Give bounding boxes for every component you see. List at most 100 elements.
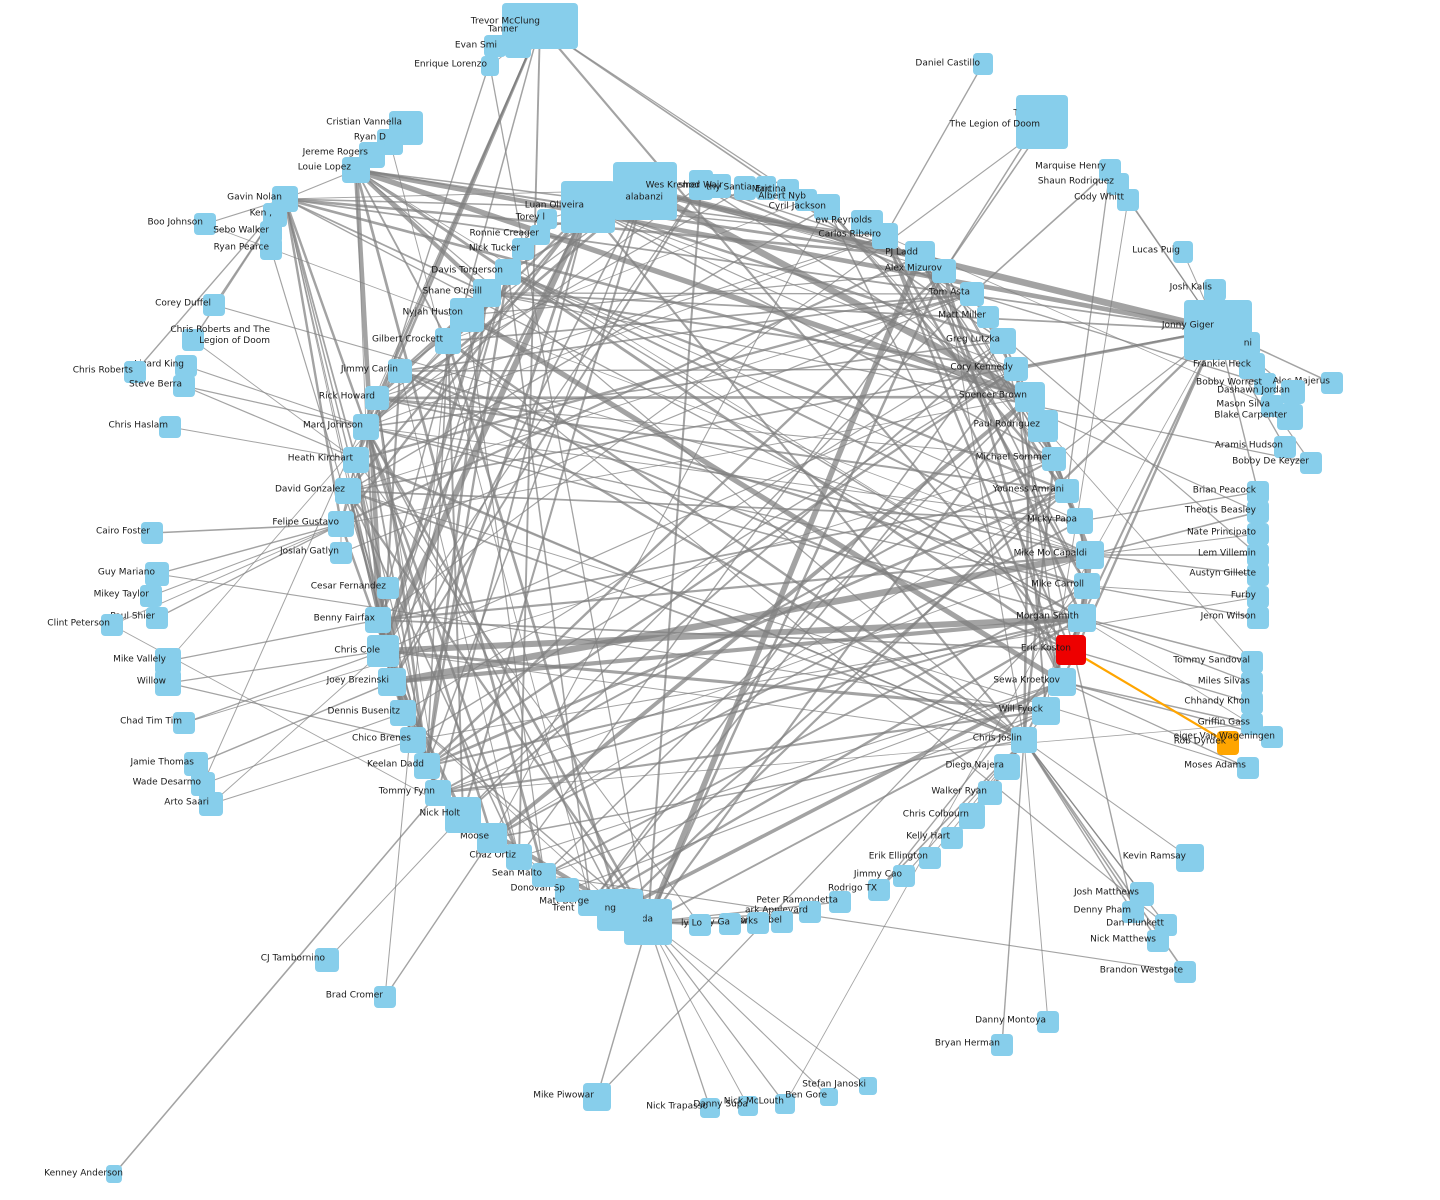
graph-node-bryan-herman[interactable] xyxy=(991,1034,1013,1056)
graph-node-bobby-worrest[interactable] xyxy=(1254,373,1276,395)
graph-node-felipe-gustavo[interactable] xyxy=(328,511,354,537)
graph-node-walker-ryan[interactable] xyxy=(978,781,1002,805)
graph-node-evan-smith[interactable] xyxy=(484,35,506,57)
graph-node-kevin-ramsay[interactable] xyxy=(1176,844,1204,872)
graph-node-morgan-smith[interactable] xyxy=(1068,604,1096,632)
graph-node-boo-johnson[interactable] xyxy=(194,213,216,235)
graph-node-nick-mclouth[interactable] xyxy=(775,1094,795,1114)
graph-node-pj-ladd[interactable] xyxy=(905,241,935,271)
graph-node-miles-silvas[interactable] xyxy=(1241,672,1263,694)
graph-node-brian-peacock[interactable] xyxy=(1247,481,1269,503)
graph-node-brad-cromer[interactable] xyxy=(374,986,396,1008)
graph-node-danny-supa[interactable] xyxy=(738,1096,758,1116)
graph-node-martina[interactable] xyxy=(777,179,799,201)
graph-node-legion-of-doom[interactable] xyxy=(1016,107,1068,149)
graph-node-ishod-wair[interactable] xyxy=(709,174,731,198)
graph-node-dashawn-jordan[interactable] xyxy=(1281,380,1305,404)
graph-node-chad-tim-tim[interactable] xyxy=(173,712,195,734)
graph-node-marc-johnson[interactable] xyxy=(353,414,379,440)
graph-node-chris-cole[interactable] xyxy=(367,635,399,667)
graph-node-chris-haslam[interactable] xyxy=(159,416,181,438)
graph-node-mike-vallely[interactable] xyxy=(155,648,181,674)
graph-node-mike-piwowar[interactable] xyxy=(583,1083,611,1111)
graph-node-luan-oliveira[interactable] xyxy=(561,181,615,233)
graph-node-matt-miller[interactable] xyxy=(977,306,999,328)
graph-node-furby[interactable] xyxy=(1247,586,1269,608)
graph-node-cj-tambornino[interactable] xyxy=(315,948,339,972)
graph-node-dennis-busenitz[interactable] xyxy=(390,700,416,726)
graph-node-steve-berra[interactable] xyxy=(173,375,195,397)
graph-node-chico-brenes[interactable] xyxy=(400,727,426,753)
graph-node-willow[interactable] xyxy=(155,670,181,696)
graph-node-tanner[interactable] xyxy=(505,34,531,58)
graph-node-david-gonzalez[interactable] xyxy=(335,478,361,504)
graph-node-mark-appleyard[interactable] xyxy=(799,901,821,923)
graph-node-heath-kirchart[interactable] xyxy=(343,447,369,473)
graph-node-paul-shier[interactable] xyxy=(146,607,168,629)
graph-node-ly-lopez[interactable] xyxy=(689,914,711,936)
graph-node-trent-mcclung[interactable] xyxy=(597,889,643,931)
graph-node-danny-garcia[interactable] xyxy=(719,913,741,935)
graph-node-amrani-b[interactable] xyxy=(1236,332,1260,356)
graph-node-arto-saari[interactable] xyxy=(199,792,223,816)
graph-node-bobby-de-keyzer[interactable] xyxy=(1300,452,1322,474)
graph-node-alec-majerus[interactable] xyxy=(1321,372,1343,394)
graph-node-gilbert-crockett[interactable] xyxy=(435,328,461,354)
graph-node-cyril-jackson[interactable] xyxy=(814,194,840,220)
graph-node-enrique-lorenzo[interactable] xyxy=(481,56,499,76)
graph-node-jimmy-cao[interactable] xyxy=(893,865,915,887)
graph-node-peter-ramondetta[interactable] xyxy=(829,891,851,913)
graph-node-rodrigo-tx[interactable] xyxy=(868,879,890,901)
graph-node-cesar-fernandez[interactable] xyxy=(377,577,399,599)
graph-node-mike-mo-capaldi[interactable] xyxy=(1076,541,1104,569)
graph-node-chaz-ortiz[interactable] xyxy=(506,844,532,870)
graph-node-erik-ellington[interactable] xyxy=(919,847,941,869)
graph-node-nick-trapasso[interactable] xyxy=(700,1098,720,1118)
graph-node-cory-kennedy[interactable] xyxy=(1004,357,1028,381)
graph-node-tom-asta[interactable] xyxy=(960,282,984,306)
graph-node-lizard-king[interactable] xyxy=(175,355,197,377)
graph-node-greg-lutzka[interactable] xyxy=(990,328,1016,354)
graph-node-moose[interactable] xyxy=(477,823,507,853)
graph-node-youness-amrani[interactable] xyxy=(1055,479,1079,503)
graph-node-rob-dyrdek[interactable] xyxy=(1217,731,1239,755)
graph-node-rick-howard[interactable] xyxy=(365,386,389,410)
graph-node-carlos-ribeiro[interactable] xyxy=(872,223,898,249)
graph-node-josiah-gatlyn[interactable] xyxy=(330,542,352,564)
graph-node-moses-adams[interactable] xyxy=(1237,757,1259,779)
graph-node-kenney-anderson[interactable] xyxy=(106,1165,122,1183)
graph-node-nick-matthews[interactable] xyxy=(1147,930,1169,952)
graph-node-will-fyock[interactable] xyxy=(1032,697,1060,725)
graph-node-nate-principato[interactable] xyxy=(1247,523,1269,545)
graph-node-brandon-westgate[interactable] xyxy=(1174,961,1196,983)
graph-node-sewa-kroetkov[interactable] xyxy=(1048,668,1076,696)
graph-node-blake-carpenter[interactable] xyxy=(1277,404,1303,430)
graph-node-sebo-walker[interactable] xyxy=(260,221,282,243)
graph-node-danny-montoya[interactable] xyxy=(1037,1011,1059,1033)
graph-node-aramis-hudson[interactable] xyxy=(1274,436,1296,458)
graph-node-chris-colbourn[interactable] xyxy=(959,803,985,829)
graph-node-cody-whitt[interactable] xyxy=(1117,189,1139,211)
graph-node-chhandy-khon[interactable] xyxy=(1241,692,1263,714)
graph-node-joey-brezinski[interactable] xyxy=(378,668,406,696)
graph-node-paul-rodriguez[interactable] xyxy=(1028,410,1058,442)
graph-node-mikey-taylor[interactable] xyxy=(140,585,162,607)
graph-node-denny-pham[interactable] xyxy=(1122,901,1144,923)
graph-node-louie-lopez[interactable] xyxy=(342,157,370,183)
graph-node-stefan-janoski[interactable] xyxy=(859,1077,877,1095)
graph-node-mike-carroll[interactable] xyxy=(1074,573,1100,599)
graph-node-kalabanzi[interactable] xyxy=(613,164,677,220)
graph-node-diego-najera[interactable] xyxy=(994,754,1020,780)
graph-node-chris-roberts[interactable] xyxy=(124,361,146,383)
graph-node-corey-duffel[interactable] xyxy=(203,294,225,316)
graph-node-michael-sommer[interactable] xyxy=(1042,447,1066,471)
graph-node-eric-koston[interactable] xyxy=(1056,635,1086,665)
graph-node-nick-holt[interactable] xyxy=(445,797,481,833)
graph-node-spencer-brown[interactable] xyxy=(1015,382,1045,412)
graph-node-matt-berger[interactable] xyxy=(578,890,604,916)
graph-node-alex-mizurov[interactable] xyxy=(932,259,956,283)
graph-node-griffin-gass[interactable] xyxy=(1241,713,1263,735)
graph-node-micky-papa[interactable] xyxy=(1067,508,1093,534)
